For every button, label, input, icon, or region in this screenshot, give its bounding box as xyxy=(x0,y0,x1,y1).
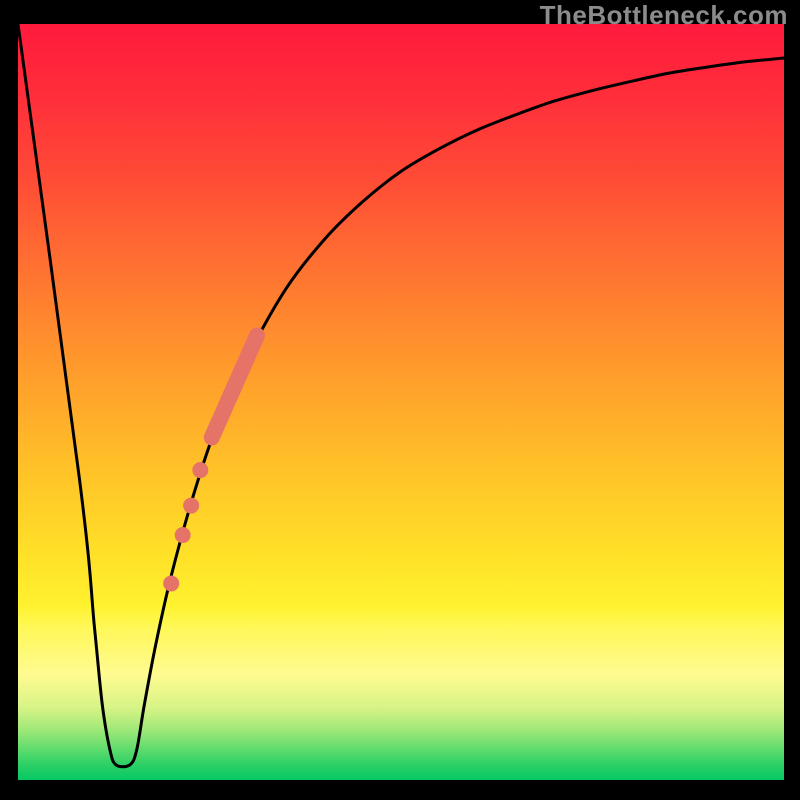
highlight-dot xyxy=(183,498,199,514)
watermark-text: TheBottleneck.com xyxy=(540,0,788,31)
plot-area xyxy=(18,24,784,780)
chart-svg xyxy=(18,24,784,780)
highlight-dot xyxy=(175,527,191,543)
highlight-dot xyxy=(163,575,179,591)
bottleneck-curve xyxy=(18,24,784,767)
highlight-dot xyxy=(192,462,208,478)
chart-container: TheBottleneck.com xyxy=(0,0,800,800)
highlight-segment xyxy=(212,335,257,437)
